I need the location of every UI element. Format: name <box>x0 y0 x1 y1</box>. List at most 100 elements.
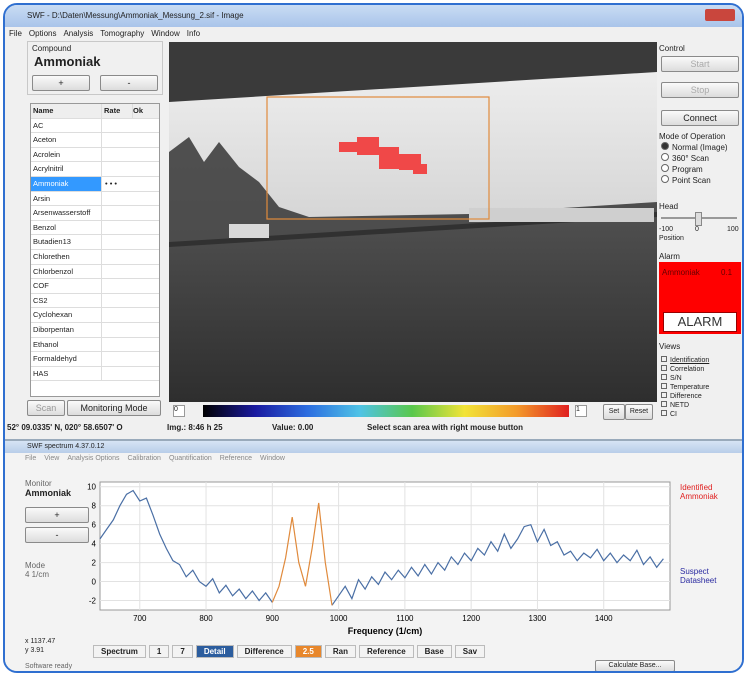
menu-item[interactable]: File <box>25 455 37 462</box>
compound-item: COF <box>31 279 102 293</box>
menu-item[interactable]: Window <box>151 29 180 38</box>
reset-button[interactable]: Reset <box>625 404 653 420</box>
view-option[interactable]: Identification <box>661 356 709 365</box>
view-options: Identification Correlation S/N Temperature D… <box>661 356 709 419</box>
radio-option[interactable]: Program <box>661 164 728 175</box>
view-option[interactable]: NETD <box>661 401 709 410</box>
compound-list[interactable]: Name Rate Ok AC Aceton Acrolein Acrylnitril Amm… <box>30 103 160 397</box>
close-button[interactable] <box>705 9 735 21</box>
spectrum-chart: 700 800 900 1000 1100 1200 1300 1400 10 8 6 4 2 0 -2 Fr… <box>87 481 671 636</box>
view-option[interactable]: CI <box>661 410 709 419</box>
menu-item[interactable]: Calibration <box>127 455 161 462</box>
toolbar-item[interactable]: Base <box>416 645 452 658</box>
list-row[interactable]: Ethanol <box>31 337 159 353</box>
radio <box>661 175 669 183</box>
compound-item: AC <box>31 118 102 133</box>
plus-button[interactable]: + <box>25 507 89 523</box>
compound-item: Benzol <box>31 220 102 235</box>
toolbar-item[interactable]: 7 <box>172 645 193 658</box>
calc-button[interactable]: Calculate Base... <box>595 660 675 671</box>
y-tick-label: 6 <box>92 521 97 530</box>
suspect-label: Suspect <box>680 567 709 576</box>
start-button[interactable]: Start <box>661 56 739 72</box>
set-button[interactable]: Set <box>603 404 625 420</box>
view-option[interactable]: S/N <box>661 374 709 383</box>
list-row[interactable]: COF <box>31 279 159 294</box>
view-option[interactable]: Correlation <box>661 365 709 374</box>
list-row[interactable]: Chlorbenzol <box>31 264 159 280</box>
checkbox <box>661 392 667 398</box>
toolbar-item[interactable]: Spectrum <box>93 645 146 658</box>
toolbar-item[interactable]: Difference <box>236 645 292 658</box>
slider-tick: 100 <box>727 226 739 233</box>
list-row[interactable]: Butadien13 <box>31 235 159 250</box>
menu-item[interactable]: Quantification <box>168 455 212 462</box>
list-row[interactable]: Diborpentan <box>31 322 159 338</box>
desktop: SWF - D:\Daten\Messung\Ammoniak_Messung_… <box>3 3 744 673</box>
x-tick-label: 700 <box>133 614 147 623</box>
group-label: Compound <box>32 44 72 53</box>
list-row[interactable]: AC <box>31 118 159 134</box>
list-row[interactable]: Aceton <box>31 133 159 148</box>
toolbar-item[interactable]: Sav <box>454 645 486 658</box>
compound-item: Arsenwasserstoff <box>31 206 102 220</box>
stop-button[interactable]: Stop <box>661 82 739 98</box>
list-row[interactable]: Ammoniak • • • <box>31 176 159 192</box>
list-row[interactable]: Benzol <box>31 220 159 236</box>
menu-item[interactable]: Options <box>28 29 57 38</box>
right-panel: Control Start Stop Connect Mode of Opera… <box>657 42 741 422</box>
radio-label: Program <box>672 165 703 174</box>
minus-button[interactable]: - <box>25 527 89 543</box>
x-tick-label: 1100 <box>396 614 414 623</box>
toolbar-item[interactable]: Reference <box>358 645 414 658</box>
status-bar: 52° 09.0335' N, 020° 58.6507' O Img.: 8:4… <box>7 423 739 435</box>
slider-tick: 0 <box>695 226 699 233</box>
toolbar-item[interactable]: Detail <box>195 645 234 658</box>
view-option[interactable]: Temperature <box>661 383 709 392</box>
menu-item[interactable]: View <box>44 455 60 462</box>
plus-button[interactable]: + <box>32 75 90 91</box>
alarm-panel: Ammoniak 0.1 ALARM <box>659 262 741 334</box>
menu-item[interactable]: Window <box>260 455 285 462</box>
radio-option[interactable]: Point Scan <box>661 175 728 186</box>
view-label: CI <box>670 411 677 418</box>
compound-item: Chlorbenzol <box>31 264 102 279</box>
radio-option[interactable]: 360° Scan <box>661 153 728 164</box>
scan-button[interactable]: Scan <box>27 400 65 416</box>
list-row[interactable]: Chlorethen <box>31 249 159 265</box>
list-row[interactable]: HAS <box>31 366 159 382</box>
menu-item[interactable]: Reference <box>219 455 253 462</box>
list-row[interactable]: Cyclohexan <box>31 308 159 323</box>
list-row[interactable]: Acrolein <box>31 147 159 163</box>
colorbar-max: 1 <box>575 405 587 417</box>
compound-item: HAS <box>31 366 102 381</box>
list-row[interactable]: Formaldehyd <box>31 352 159 367</box>
slider-thumb[interactable] <box>695 212 702 226</box>
list-row[interactable]: CS2 <box>31 293 159 309</box>
monitoring-button[interactable]: Monitoring Mode <box>67 400 161 416</box>
minus-button[interactable]: - <box>100 75 158 91</box>
list-row[interactable]: Arsenwasserstoff <box>31 206 159 221</box>
toolbar-item[interactable]: 2.5 <box>294 645 322 658</box>
view-option[interactable]: Difference <box>661 392 709 401</box>
compound-item: Aceton <box>31 133 102 147</box>
radio-option[interactable]: Normal (Image) <box>661 142 728 153</box>
group-label: Control <box>659 44 685 53</box>
menu-item[interactable]: Analysis Options <box>67 455 120 462</box>
view-label: Correlation <box>670 366 705 373</box>
radio-label: 360° Scan <box>672 154 710 163</box>
menu-item[interactable]: File <box>9 29 22 38</box>
list-row[interactable]: Arsin <box>31 191 159 207</box>
toolbar-item[interactable]: 1 <box>148 645 170 658</box>
compound-item: Formaldehyd <box>31 352 102 366</box>
title-bar: SWF spectrum 4.37.0.12 <box>5 441 742 453</box>
toolbar-item[interactable]: Ran <box>324 645 356 658</box>
connect-button[interactable]: Connect <box>661 110 739 126</box>
menu-item[interactable]: Analysis <box>63 29 94 38</box>
menu-item[interactable]: Info <box>186 29 201 38</box>
monitor-label: Monitor <box>25 479 52 488</box>
checkbox <box>661 401 667 407</box>
menu-item[interactable]: Tomography <box>100 29 145 38</box>
list-row[interactable]: Acrylnitril <box>31 162 159 177</box>
compound-item: Ammoniak <box>31 176 102 191</box>
